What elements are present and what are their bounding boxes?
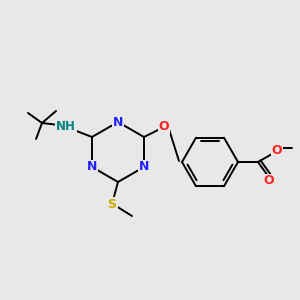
Text: O: O [264,175,274,188]
Text: NH: NH [56,121,76,134]
Text: O: O [272,143,282,157]
Text: O: O [159,121,169,134]
Text: S: S [107,197,116,211]
Text: N: N [139,160,149,173]
Text: N: N [113,116,123,128]
Text: N: N [87,160,97,173]
